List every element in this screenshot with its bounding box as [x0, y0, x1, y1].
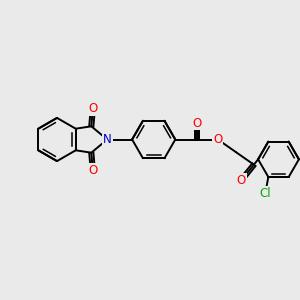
Text: O: O — [88, 164, 98, 177]
Text: O: O — [192, 116, 202, 130]
Text: O: O — [88, 102, 98, 116]
Text: O: O — [237, 174, 246, 187]
Text: Cl: Cl — [260, 187, 271, 200]
Text: O: O — [213, 133, 223, 146]
Text: N: N — [103, 133, 112, 146]
